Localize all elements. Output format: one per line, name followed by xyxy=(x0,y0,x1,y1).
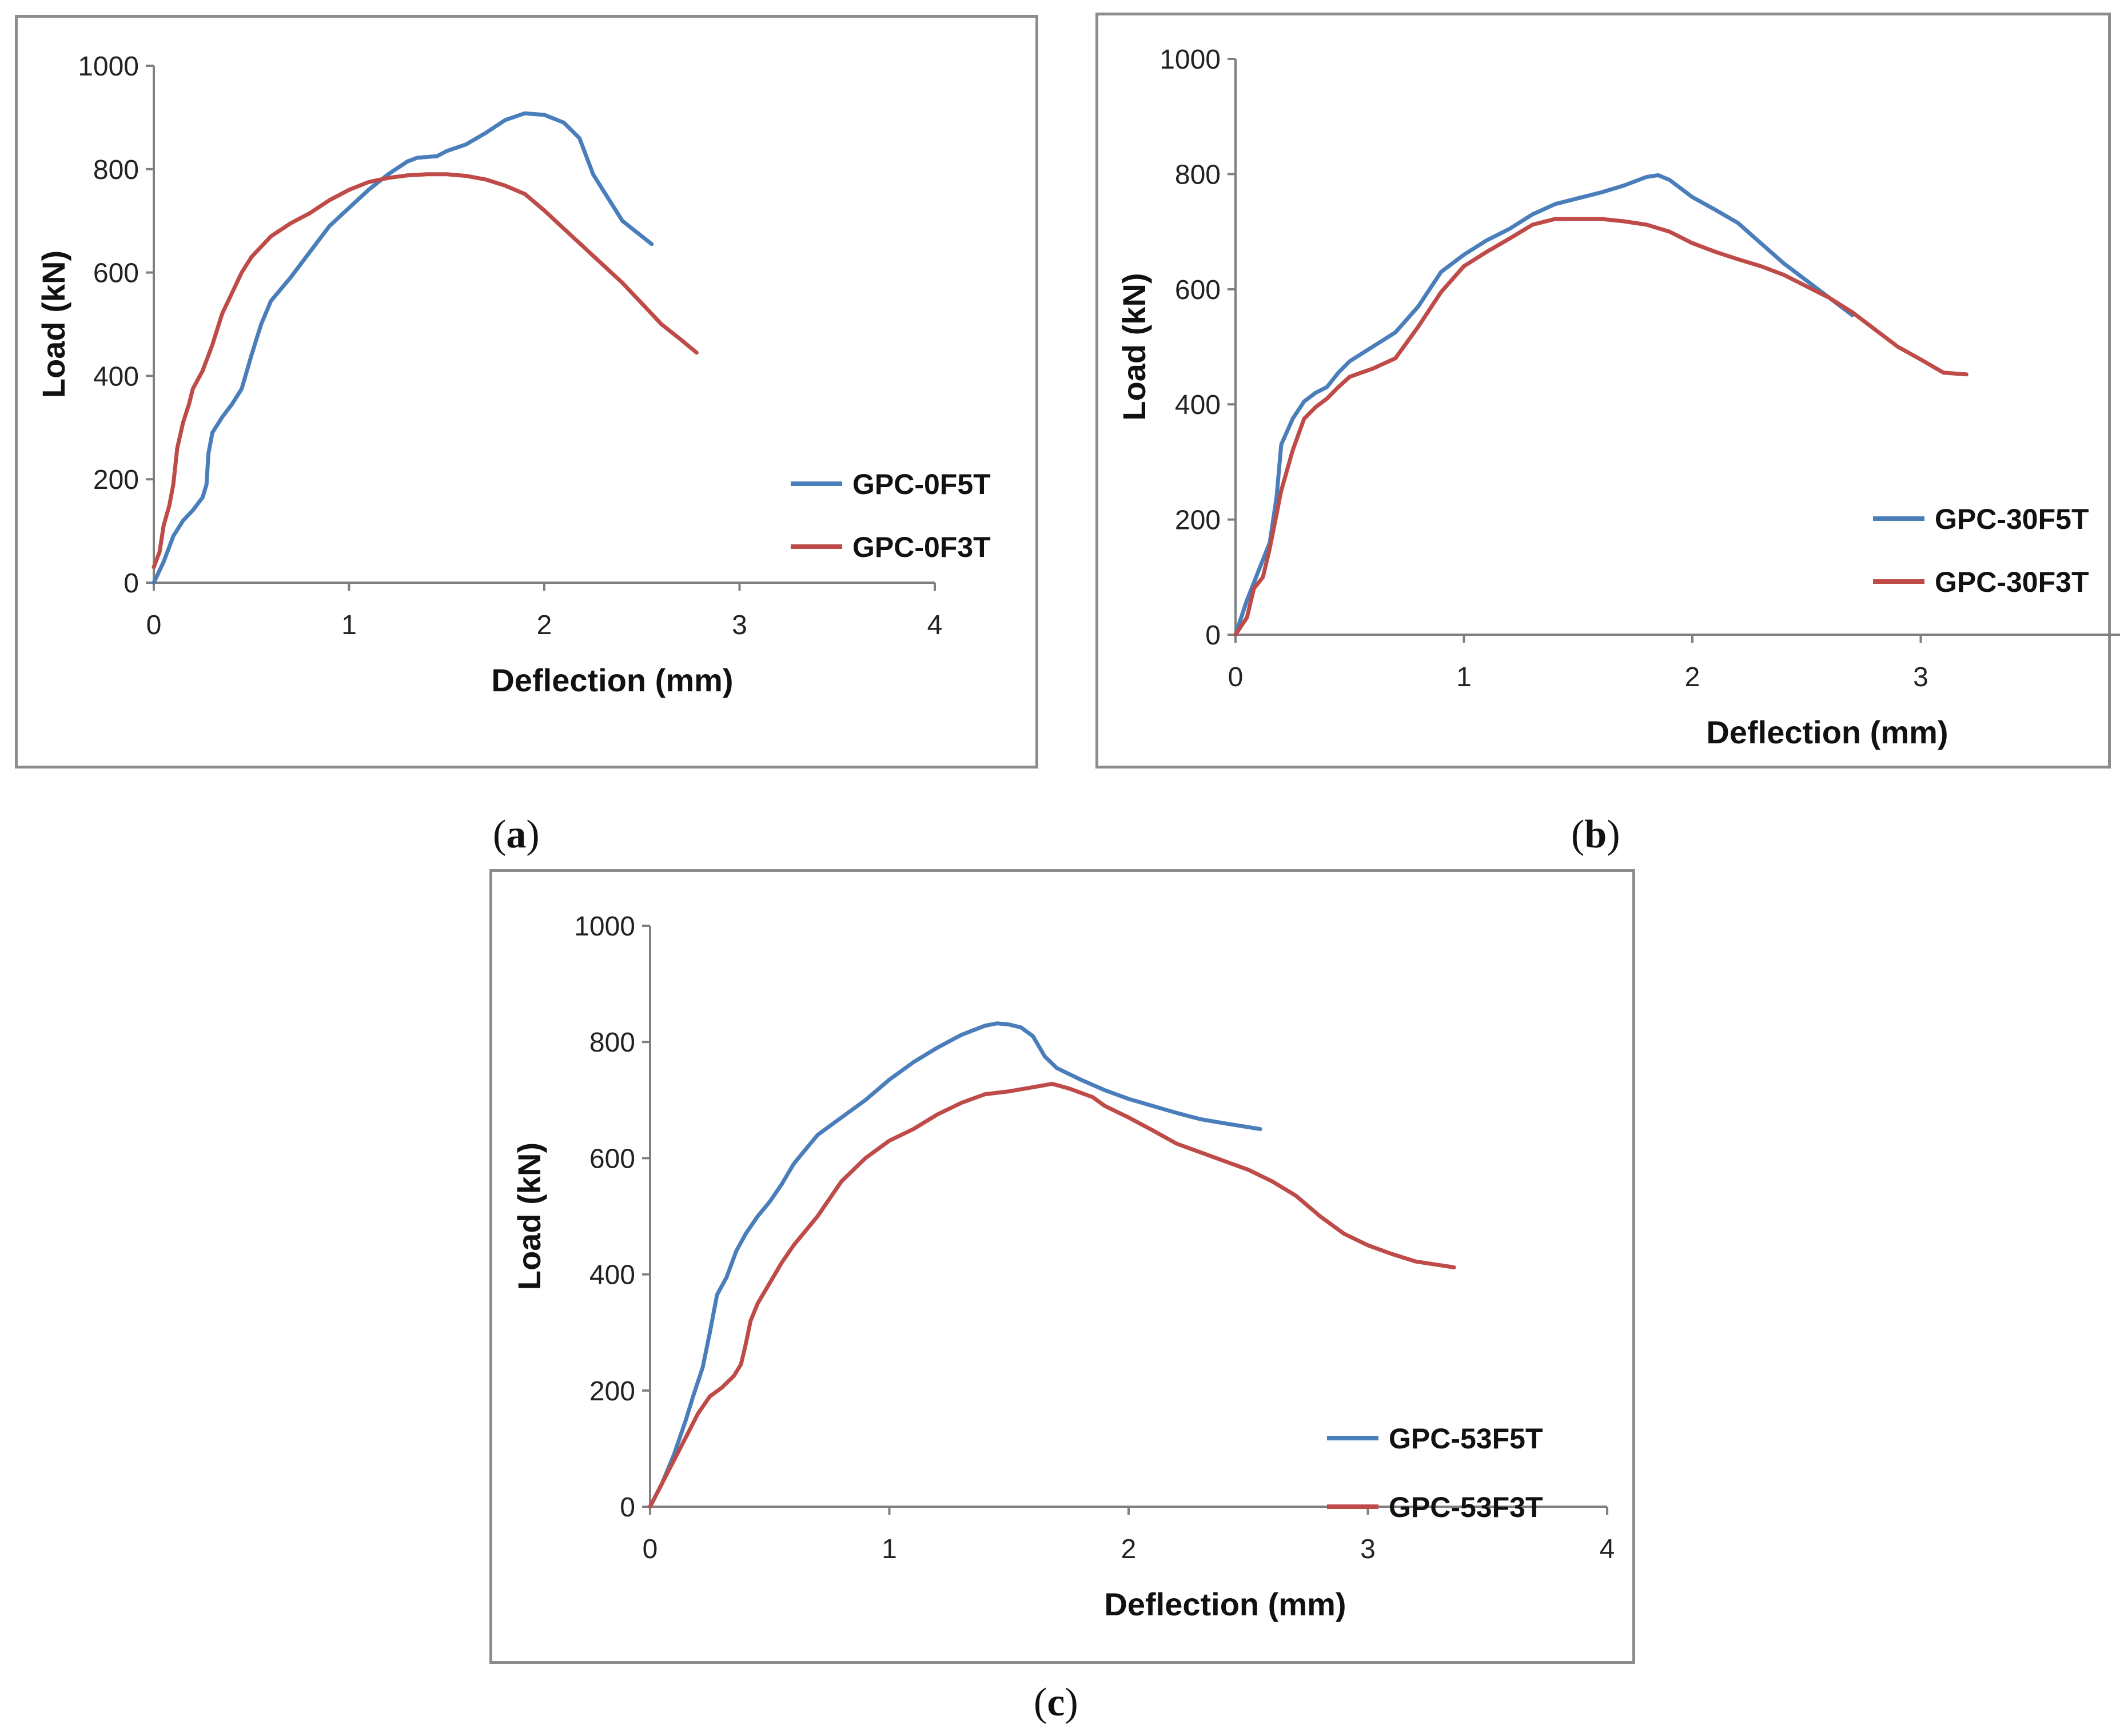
chart-a-xtick-label: 1 xyxy=(341,610,357,640)
chart-b-series-gpc-30f5t-line xyxy=(1233,173,1855,637)
chart-b-ytick-label: 800 xyxy=(1175,160,1221,190)
chart-a-ytick-label: 0 xyxy=(123,568,139,599)
caption-c: (c) xyxy=(1034,1681,1078,1725)
chart-c-ytick-label: 400 xyxy=(589,1260,635,1291)
chart-c-series-gpc-53f3t-line xyxy=(648,1081,1456,1509)
chart-a-ytick-label: 400 xyxy=(93,361,139,392)
chart-panel-a: 0 200 400 600 800 1000 0 1 2 3 4 Deflection (mm) Loa… xyxy=(15,15,1038,769)
chart-a-legend-label-gpc-0f3t: GPC-0F3T xyxy=(852,531,991,563)
chart-c-xtick-label: 1 xyxy=(882,1534,897,1564)
chart-b-ytick-label: 200 xyxy=(1175,505,1221,536)
chart-b-ytick-label: 400 xyxy=(1175,390,1221,420)
chart-a-x-axis-title: Deflection (mm) xyxy=(491,662,733,698)
chart-c-ytick-label: 200 xyxy=(589,1376,635,1407)
chart-c-svg: 0 200 400 600 800 1000 0 1 2 3 4 Deflection (mm) Loa… xyxy=(511,911,1615,1622)
chart-c-y-axis-title: Load (kN) xyxy=(511,1142,547,1290)
chart-b-ytick-label: 600 xyxy=(1175,275,1221,305)
chart-c-xtick-label: 0 xyxy=(643,1534,658,1564)
chart-b-ytick-label: 1000 xyxy=(1159,45,1221,75)
chart-c-series-gpc-53f5t-line xyxy=(648,1021,1262,1509)
chart-c-xtick-label: 3 xyxy=(1360,1534,1376,1564)
chart-c-ytick-label: 0 xyxy=(620,1492,635,1523)
chart-a-y-axis-title: Load (kN) xyxy=(35,250,71,398)
chart-c-xtick-label: 2 xyxy=(1121,1534,1137,1564)
chart-c-x-axis-title: Deflection (mm) xyxy=(1104,1586,1346,1622)
chart-c-legend-label-gpc-53f3t: GPC-53F3T xyxy=(1389,1491,1543,1523)
chart-a-ytick-label: 600 xyxy=(93,258,139,289)
caption-a: (a) xyxy=(493,813,540,857)
chart-b-series-gpc-30f3t-line xyxy=(1233,217,1968,637)
chart-a-series-gpc-0f3t-line xyxy=(152,172,699,570)
chart-b-y-axis-title: Load (kN) xyxy=(1116,273,1152,420)
chart-a-svg: 0 200 400 600 800 1000 0 1 2 3 4 Deflection (mm) Loa… xyxy=(35,51,991,698)
chart-b-legend-label-gpc-30f5t: GPC-30F5T xyxy=(1935,503,2089,535)
chart-a-ytick-label: 800 xyxy=(93,155,139,185)
chart-b-xtick-label: 1 xyxy=(1456,662,1472,692)
chart-a-xtick-label: 4 xyxy=(927,610,943,640)
chart-a-xtick-label: 3 xyxy=(732,610,747,640)
chart-c-ytick-label: 800 xyxy=(589,1028,635,1058)
chart-a-ytick-label: 1000 xyxy=(78,51,139,82)
chart-b-ytick-label: 0 xyxy=(1205,620,1221,651)
chart-b-legend-label-gpc-30f3t: GPC-30F3T xyxy=(1935,566,2089,598)
chart-panel-c: 0 200 400 600 800 1000 0 1 2 3 4 Deflection (mm) Loa… xyxy=(489,869,1635,1664)
chart-b-xtick-label: 3 xyxy=(1913,662,1928,692)
chart-c-legend-label-gpc-53f5t: GPC-53F5T xyxy=(1389,1423,1543,1455)
chart-a-xtick-label: 0 xyxy=(146,610,162,640)
chart-a-xtick-label: 2 xyxy=(537,610,552,640)
caption-b: (b) xyxy=(1571,813,1620,857)
chart-b-xtick-label: 2 xyxy=(1685,662,1700,692)
chart-b-xtick-label: 0 xyxy=(1228,662,1244,692)
chart-b-x-axis-title: Deflection (mm) xyxy=(1706,714,1948,750)
chart-a-series-gpc-0f5t-line xyxy=(152,111,654,585)
chart-a-legend-label-gpc-0f5t: GPC-0F5T xyxy=(852,468,991,500)
chart-a-ytick-label: 200 xyxy=(93,465,139,495)
chart-c-ytick-label: 1000 xyxy=(574,911,635,942)
chart-c-xtick-label: 4 xyxy=(1600,1534,1615,1564)
chart-c-ytick-label: 600 xyxy=(589,1144,635,1174)
